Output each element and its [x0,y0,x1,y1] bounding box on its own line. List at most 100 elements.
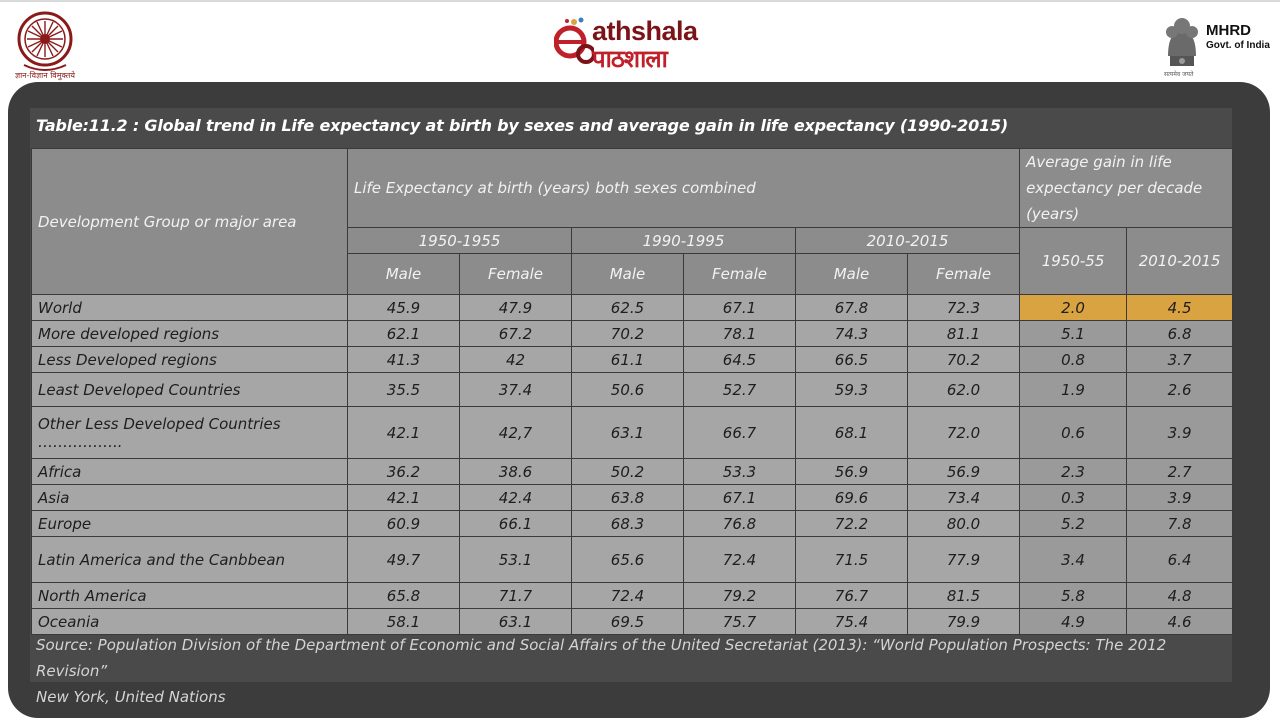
value-cell: 74.3 [795,320,908,347]
value-cell: 72.4 [683,536,796,583]
value-cell: 36.2 [347,458,460,485]
value-cell: 61.1 [571,346,684,373]
header-gain-period: 1950-55 [1019,227,1128,295]
gain-cell: 0.3 [1019,484,1128,511]
gain-cell: 6.8 [1126,320,1234,347]
header-sex: Female [906,253,1021,295]
value-cell: 62.1 [347,320,460,347]
value-cell: 67.2 [459,320,572,347]
highlighted-gain-cell: 2.0 [1019,294,1128,321]
value-cell: 68.3 [571,510,684,537]
table-row: Africa 36.2 38.6 50.2 53.3 56.9 56.9 2.3 2.7 [31,458,1234,485]
value-cell: 42.1 [347,406,460,459]
value-cell: 81.5 [906,582,1021,609]
value-cell: 42,7 [459,406,572,459]
row-area-label-continued: …………….. [38,432,123,451]
row-area: Least Developed Countries [31,372,348,407]
header-development-group: Development Group or major area [31,148,348,295]
row-area-label: Latin America and the Canbbean [38,550,286,569]
value-cell: 63.1 [571,406,684,459]
gain-cell: 5.8 [1019,582,1128,609]
value-cell: 80.0 [906,510,1021,537]
value-cell: 53.3 [683,458,796,485]
epathshala-e-icon [554,17,594,64]
row-area: Africa [31,458,348,485]
gain-cell: 4.8 [1126,582,1234,609]
ministry-label: MHRD [1206,22,1251,39]
govt-label: Govt. of India [1206,40,1270,51]
highlighted-gain-cell: 4.5 [1126,294,1234,321]
row-area-label: Less Developed regions [38,350,217,369]
gain-cell: 3.7 [1126,346,1234,373]
gain-cell: 5.1 [1019,320,1128,347]
epathshala-logo: athshala पाठशाला [554,8,754,73]
gain-cell: 3.9 [1126,406,1234,459]
value-cell: 69.5 [571,608,684,635]
header-sex: Female [459,253,572,295]
gain-label-line-1: Average gain in life [1026,153,1172,171]
table-row: North America 65.8 71.7 72.4 79.2 76.7 81.5 5.8… [31,582,1234,609]
value-cell: 67.1 [683,484,796,511]
row-area: Latin America and the Canbbean [31,536,348,583]
header-gain-period: 2010-2015 [1126,227,1234,295]
gain-label-line-3: (years) [1026,205,1080,223]
value-cell: 65.6 [571,536,684,583]
value-cell: 53.1 [459,536,572,583]
value-cell: 58.1 [347,608,460,635]
value-cell: 52.7 [683,372,796,407]
value-cell: 66.1 [459,510,572,537]
value-cell: 50.2 [571,458,684,485]
row-area: Less Developed regions [31,346,348,373]
table-row: Oceania 58.1 63.1 69.5 75.7 75.4 79.9 4.9 4.6 [31,608,1234,635]
brand-hindi: पाठशाला [592,45,668,73]
value-cell: 56.9 [906,458,1021,485]
value-cell: 42.1 [347,484,460,511]
gain-cell: 3.9 [1126,484,1234,511]
table-row: Asia 42.1 42.4 63.8 67.1 69.6 73.4 0.3 3.9 [31,484,1234,511]
value-cell: 67.8 [795,294,908,321]
table-row: World 45.9 47.9 62.5 67.1 67.8 72.3 2.0 4.5 [31,294,1234,321]
value-cell: 66.5 [795,346,908,373]
row-area: World [31,294,348,321]
table-row: More developed regions 62.1 67.2 70.2 78.1 74… [31,320,1234,347]
value-cell: 67.1 [683,294,796,321]
value-cell: 72.0 [906,406,1021,459]
header-life-expectancy: Life Expectancy at birth (years) both se… [346,148,1021,228]
table-body: World 45.9 47.9 62.5 67.1 67.8 72.3 2.0 4.5 More … [31,294,1234,635]
value-cell: 71.7 [459,582,572,609]
value-cell: 72.3 [906,294,1021,321]
table-row: Less Developed regions 41.3 42 61.1 64.5 66.5… [31,346,1234,373]
life-expectancy-table: Development Group or major area Life Exp… [31,148,1234,635]
value-cell: 62.5 [571,294,684,321]
value-cell: 78.1 [683,320,796,347]
table-source: Source: Population Division of the Depar… [36,632,1226,710]
source-line-1: Source: Population Division of the Depar… [36,636,1167,680]
row-area-label: World [38,298,82,317]
value-cell: 38.6 [459,458,572,485]
row-area-label: More developed regions [38,324,220,343]
brand-english: athshala [592,16,698,46]
row-area-label: Oceania [38,612,100,631]
value-cell: 59.3 [795,372,908,407]
value-cell: 65.8 [347,582,460,609]
table-row: Other Less Developed Countries…………….. 42.… [31,406,1234,459]
row-area: More developed regions [31,320,348,347]
value-cell: 42.4 [459,484,572,511]
gain-cell: 2.6 [1126,372,1234,407]
value-cell: 47.9 [459,294,572,321]
value-cell: 50.6 [571,372,684,407]
header-average-gain: Average gain in life expectancy per decad… [1019,148,1234,228]
row-area: North America [31,582,348,609]
value-cell: 75.7 [683,608,796,635]
value-cell: 79.2 [683,582,796,609]
value-cell: 71.5 [795,536,908,583]
value-cell: 41.3 [347,346,460,373]
value-cell: 70.2 [571,320,684,347]
value-cell: 35.5 [347,372,460,407]
gain-cell: 6.4 [1126,536,1234,583]
value-cell: 81.1 [906,320,1021,347]
value-cell: 76.7 [795,582,908,609]
value-cell: 66.7 [683,406,796,459]
table-row: Europe 60.9 66.1 68.3 76.8 72.2 80.0 5.2 7.8 [31,510,1234,537]
value-cell: 63.1 [459,608,572,635]
